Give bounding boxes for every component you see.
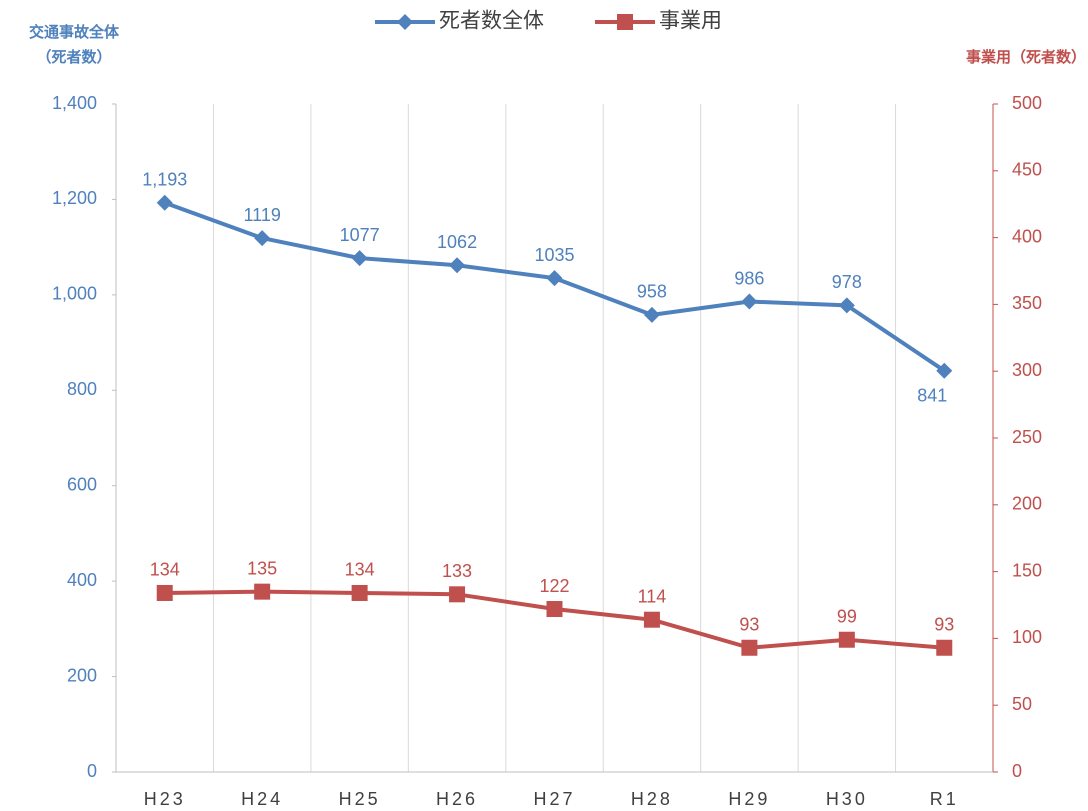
- data-point: [449, 257, 466, 274]
- y2-tick-label: 0: [1012, 761, 1022, 781]
- data-label: 841: [917, 385, 947, 405]
- y2-tick-label: 200: [1012, 494, 1042, 514]
- data-label: 93: [934, 615, 954, 635]
- data-label: 1,193: [142, 170, 187, 190]
- y2-tick-label: 500: [1012, 93, 1042, 113]
- x-tick-label: H29: [728, 789, 770, 809]
- y-tick-label: 1,400: [52, 93, 97, 113]
- y2-tick-label: 300: [1012, 360, 1042, 380]
- data-label: 1035: [534, 245, 574, 265]
- data-point: [936, 639, 953, 656]
- data-point: [351, 584, 368, 601]
- data-label: 134: [150, 560, 180, 580]
- x-tick-label: R1: [930, 789, 959, 809]
- data-label: 114: [638, 586, 667, 606]
- x-tick-label: H23: [144, 789, 186, 809]
- y-tick-label: 0: [87, 761, 97, 781]
- data-point: [156, 194, 173, 211]
- series-line: [164, 200, 946, 373]
- data-label: 135: [247, 558, 277, 578]
- y-axis-label: （死者数）: [36, 48, 111, 66]
- y-tick-label: 600: [67, 474, 97, 494]
- data-point: [546, 601, 563, 618]
- data-label: 134: [345, 560, 375, 580]
- data-point: [741, 639, 758, 656]
- y2-tick-label: 450: [1012, 160, 1042, 180]
- y2-axis-label: 事業用（死者数）: [966, 48, 1086, 66]
- data-label: 133: [442, 561, 472, 581]
- y-tick-label: 800: [67, 379, 97, 399]
- y-tick-label: 1,000: [52, 284, 97, 304]
- data-point: [156, 584, 173, 601]
- data-point: [838, 631, 855, 648]
- data-label: 958: [637, 282, 667, 302]
- data-point: [254, 583, 271, 600]
- y2-tick-label: 350: [1012, 293, 1042, 313]
- x-tick-label: H27: [533, 789, 575, 809]
- y-axis-label: 交通事故全体: [29, 23, 120, 41]
- data-point: [838, 297, 855, 314]
- y2-tick-label: 150: [1012, 560, 1042, 580]
- data-label: 1119: [243, 205, 280, 225]
- legend-marker: [617, 14, 633, 30]
- x-tick-label: H26: [436, 789, 478, 809]
- data-label: 1077: [340, 225, 380, 245]
- data-point: [643, 306, 660, 323]
- y2-tick-label: 400: [1012, 226, 1042, 246]
- data-label: 93: [739, 615, 759, 635]
- data-point: [351, 250, 368, 267]
- legend-label: 死者数全体: [439, 10, 544, 33]
- legend-marker: [397, 14, 413, 30]
- data-label: 122: [539, 576, 569, 596]
- data-label: 99: [837, 606, 857, 626]
- data-label: 1062: [437, 232, 477, 252]
- data-point: [936, 362, 953, 379]
- data-label: 978: [832, 272, 862, 292]
- x-tick-label: H30: [826, 789, 868, 809]
- data-label: 986: [734, 268, 764, 288]
- data-point: [741, 293, 758, 310]
- x-tick-label: H24: [241, 789, 283, 809]
- data-point: [449, 586, 466, 603]
- y2-tick-label: 100: [1012, 627, 1042, 647]
- y2-tick-label: 250: [1012, 427, 1042, 447]
- y-tick-label: 200: [67, 665, 97, 685]
- y-tick-label: 400: [67, 570, 97, 590]
- data-point: [643, 611, 660, 628]
- series-line: [164, 589, 945, 650]
- data-point: [546, 270, 563, 287]
- y-tick-label: 1,200: [52, 188, 97, 208]
- data-point: [254, 230, 271, 247]
- legend-label: 事業用: [659, 10, 722, 33]
- x-tick-label: H25: [339, 789, 381, 809]
- x-tick-label: H28: [631, 789, 673, 809]
- y2-tick-label: 50: [1012, 694, 1032, 714]
